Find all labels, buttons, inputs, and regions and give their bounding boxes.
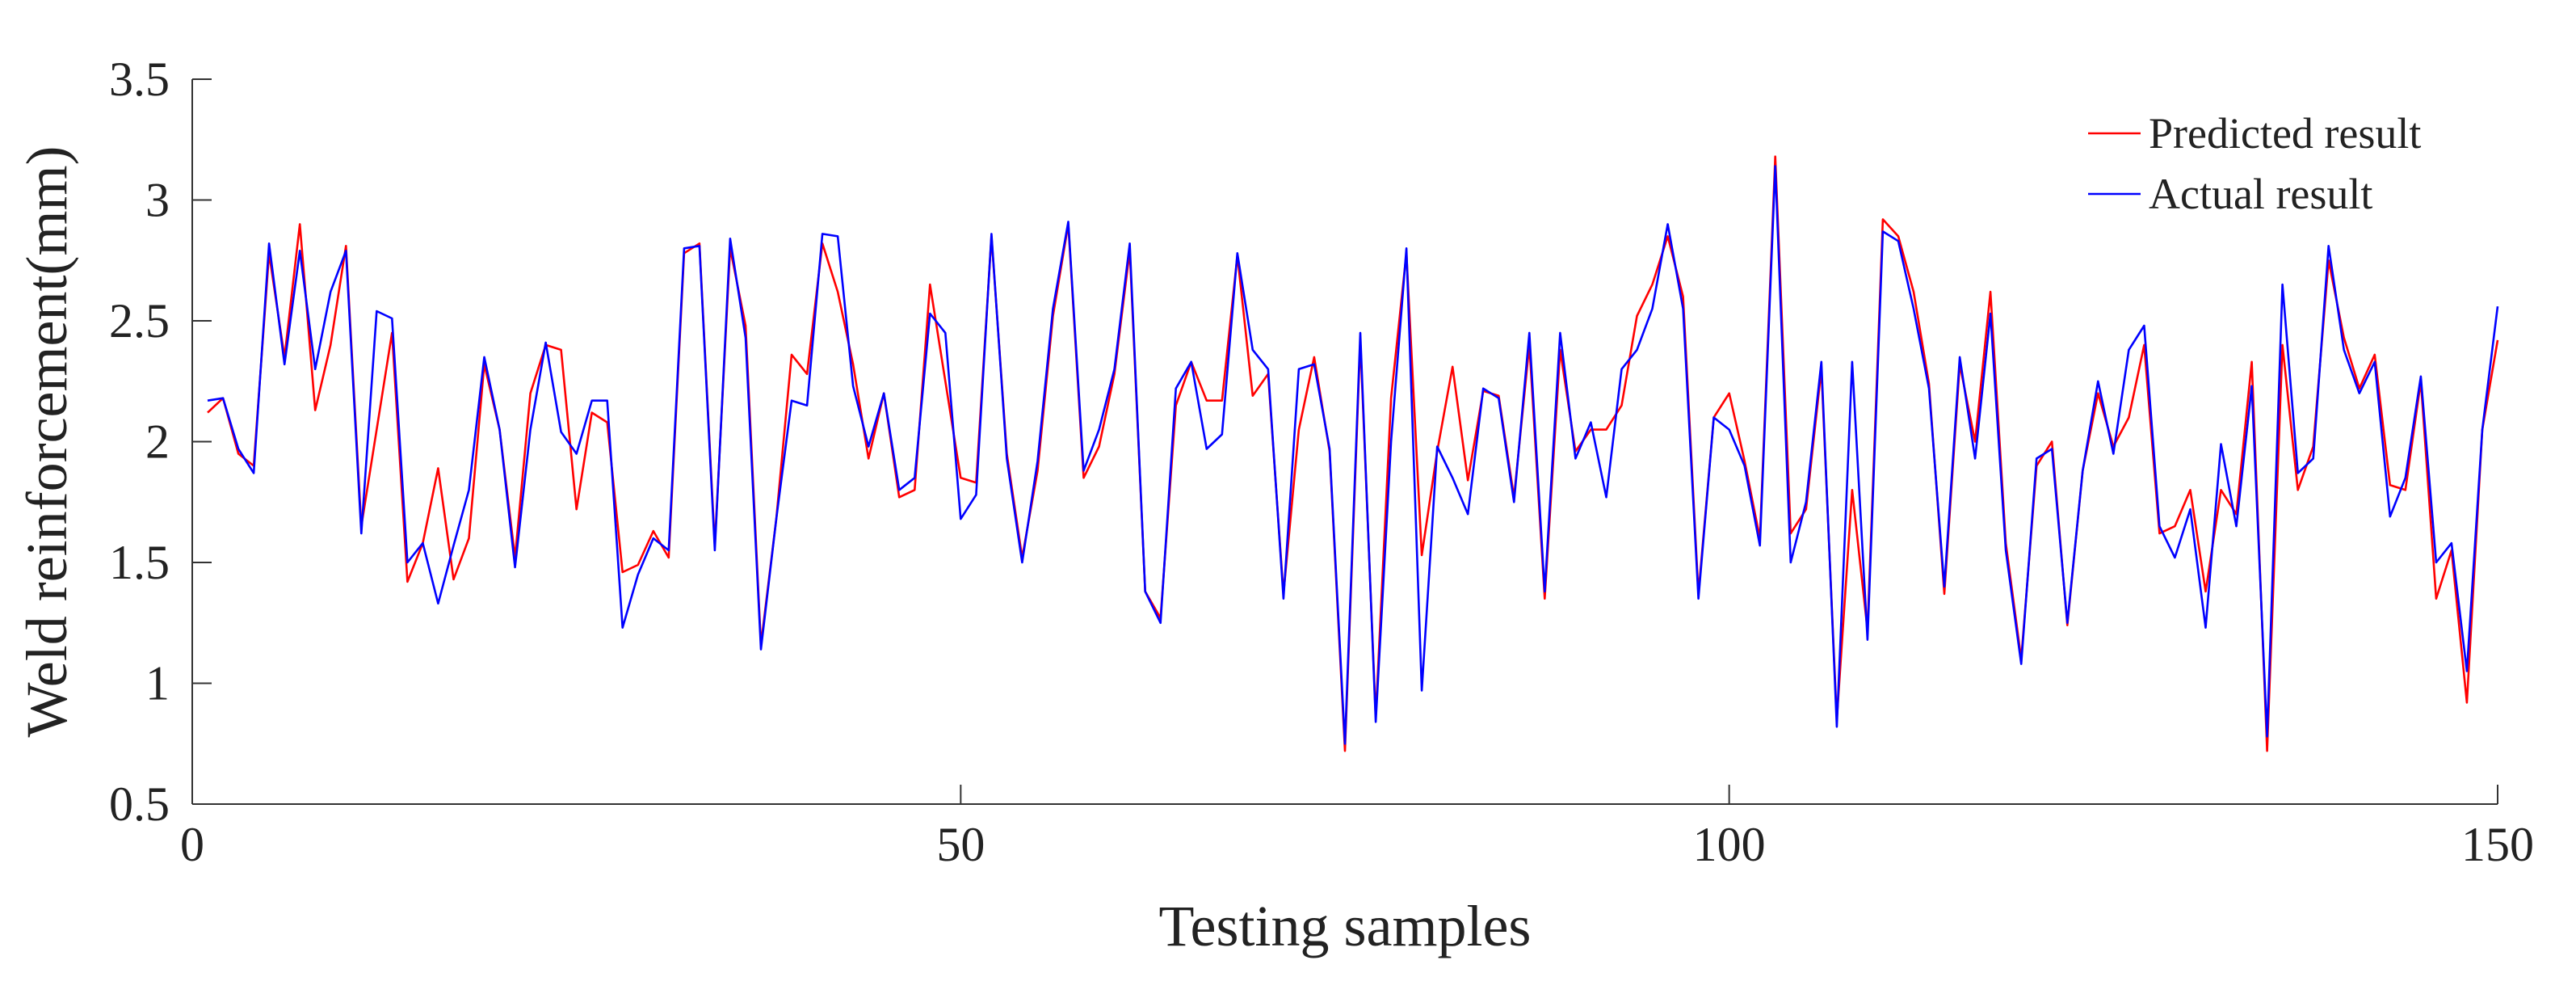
y-tick-label: 3 [145,174,170,227]
y-tick-label: 2 [145,415,170,469]
x-tick-label: 150 [2461,818,2534,871]
series-layer [207,155,2499,752]
y-tick-label: 1 [145,657,170,710]
legend-label-actual: Actual result [2149,170,2372,218]
y-tick-label: 3.5 [109,53,170,106]
series-line-actual [207,165,2499,745]
y-tick-label: 2.5 [109,294,170,347]
y-axis-ticks: 0.5 1 1.5 2 2.5 3 3.5 [109,53,212,831]
x-tick-label: 50 [936,818,985,871]
legend: Predicted result Actual result [2088,109,2421,218]
legend-label-predicted: Predicted result [2149,109,2421,158]
x-axis-ticks: 0 50 100 150 [180,785,2534,871]
x-tick-label: 0 [180,818,204,871]
y-tick-label: 0.5 [109,777,170,831]
x-tick-label: 100 [1693,818,1766,871]
x-axis-label: Testing samples [1159,894,1532,958]
y-axis-label: Weld reinforcement(mm) [15,146,79,738]
plot-area: 0 50 100 150 0.5 1 1.5 2 2.5 3 3.5 [109,53,2534,871]
y-tick-label: 1.5 [109,536,170,589]
